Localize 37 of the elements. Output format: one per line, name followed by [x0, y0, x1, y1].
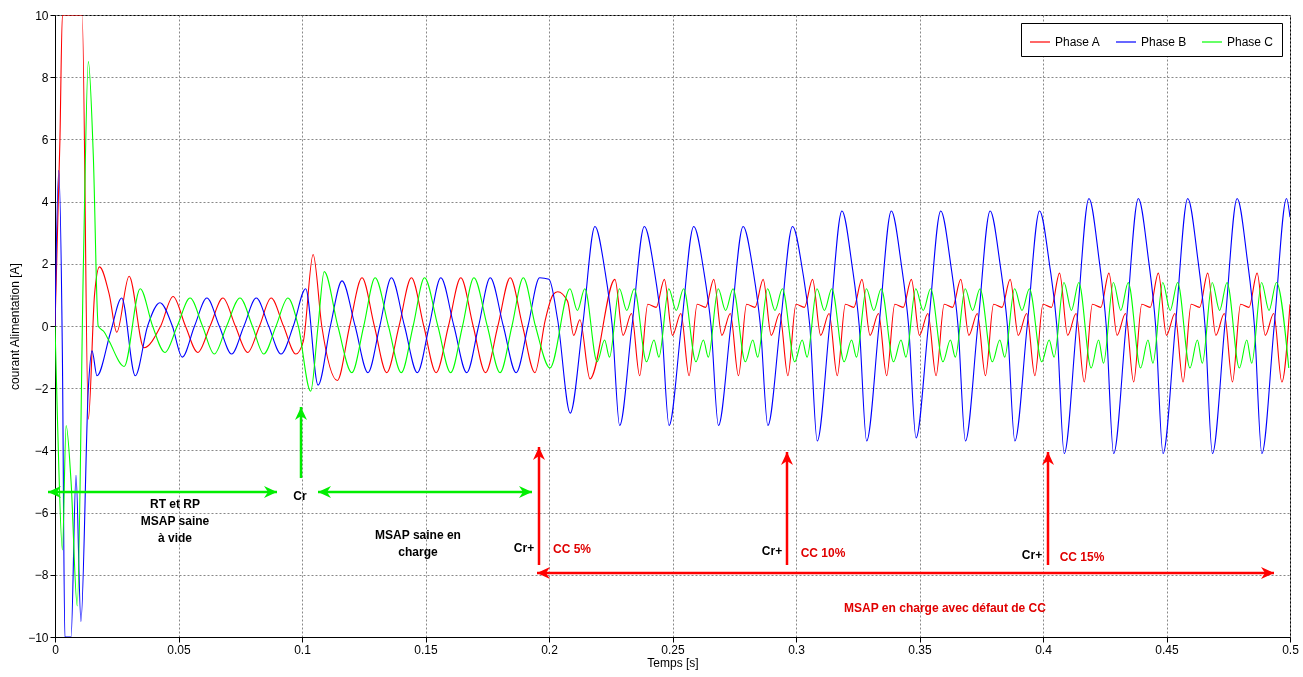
- legend-label: Phase A: [1055, 35, 1100, 49]
- x-tick-label: 0.2: [541, 642, 559, 657]
- annotation: Cr: [293, 489, 307, 504]
- x-tick-label: 0.25: [661, 642, 685, 657]
- annotation: CC 15%: [1059, 550, 1105, 565]
- y-tick-label: −6: [34, 506, 49, 521]
- annotation: Cr+: [761, 544, 783, 559]
- x-tick-label: 0.35: [908, 642, 932, 657]
- y-tick-label: −8: [34, 568, 49, 583]
- annotation: MSAP en charge avec défaut de CC: [844, 601, 1047, 616]
- y-tick-label: −10: [28, 630, 49, 645]
- y-tick-label: 4: [41, 195, 49, 210]
- x-tick-label: 0.45: [1155, 642, 1179, 657]
- x-tick-label: 0.3: [788, 642, 806, 657]
- x-tick-label: 0.05: [167, 642, 191, 657]
- y-tick-label: 2: [41, 257, 49, 272]
- y-tick-label: −4: [34, 443, 49, 458]
- legend-label: Phase B: [1141, 35, 1187, 49]
- legend-label: Phase C: [1227, 35, 1274, 49]
- x-tick-label: 0.1: [294, 642, 312, 657]
- y-tick-label: −2: [34, 381, 49, 396]
- y-tick-label: 10: [35, 8, 49, 23]
- x-tick-label: 0: [52, 642, 60, 657]
- y-tick-label: 6: [41, 132, 49, 147]
- annotation: CC 10%: [800, 546, 846, 561]
- x-tick-label: 0.5: [1282, 642, 1300, 657]
- annotation: Cr+: [513, 541, 535, 556]
- x-tick-label: 0.15: [414, 642, 438, 657]
- y-axis-title: courant Alimentation [A]: [8, 263, 23, 390]
- annotation: RT et RP MSAP saine à vide: [140, 497, 210, 546]
- annotation: Cr+: [1021, 548, 1043, 563]
- y-tick-label: 0: [41, 319, 49, 334]
- x-tick-label: 0.4: [1035, 642, 1053, 657]
- y-tick-label: 8: [41, 70, 49, 85]
- x-axis-title: Temps [s]: [647, 655, 699, 670]
- annotation: CC 5%: [552, 542, 592, 557]
- annotation: MSAP saine en charge: [375, 528, 461, 560]
